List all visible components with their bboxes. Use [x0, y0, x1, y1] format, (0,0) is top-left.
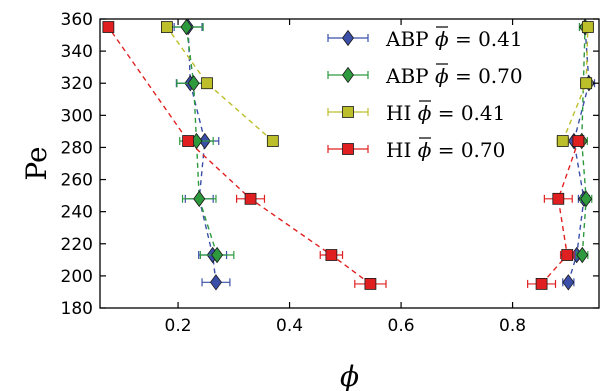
data-point-diamond — [180, 18, 193, 36]
legend-entry-label: ABP ϕ = 0.70 — [385, 64, 523, 88]
y-tick-label: 260 — [61, 171, 93, 191]
data-point-square — [342, 143, 354, 155]
data-point-square — [561, 249, 574, 261]
data-point-diamond — [211, 246, 224, 264]
plot-frame — [99, 18, 600, 309]
data-point-square — [325, 249, 338, 261]
x-tick-label: 0.6 — [388, 316, 415, 336]
data-point-square — [342, 106, 354, 118]
x-axis-label: ϕ — [340, 360, 359, 391]
legend-entry-label: HI ϕ = 0.41 — [386, 101, 505, 125]
series-dashed-line — [107, 26, 371, 285]
data-point-square — [201, 77, 213, 90]
y-axis-label: Pe — [20, 146, 53, 180]
series-markers-layer — [102, 18, 596, 291]
series-dashed-line — [166, 26, 274, 142]
x-tick-label: 0.2 — [165, 316, 192, 336]
data-point-diamond — [342, 29, 354, 47]
data-point-diamond — [193, 190, 206, 207]
legend-entry-label: ABP ϕ = 0.41 — [385, 27, 523, 51]
legend-entry-label: HI ϕ = 0.70 — [386, 138, 505, 162]
data-point-diamond — [580, 190, 593, 207]
series-dashed-line — [562, 27, 589, 142]
y-tick-label: 200 — [61, 267, 93, 287]
y-tick-label: 220 — [61, 235, 93, 255]
data-point-square — [364, 278, 377, 290]
series-dashed-line — [567, 26, 590, 283]
data-point-diamond — [209, 274, 222, 291]
axis-ticks-layer: 0.2 0.4 0.6 0.8 180 200 220 240 260 280 300 320 340 3… — [61, 10, 599, 336]
y-tick-label: 280 — [61, 138, 93, 158]
data-point-square — [161, 21, 173, 33]
data-point-square — [556, 135, 569, 147]
x-tick-label: 0.4 — [276, 316, 303, 336]
y-tick-label: 360 — [61, 10, 93, 30]
data-point-square — [535, 278, 548, 290]
y-tick-label: 180 — [61, 299, 93, 319]
y-tick-label: 340 — [61, 42, 93, 62]
data-point-square — [572, 135, 585, 147]
data-point-diamond — [187, 75, 200, 92]
data-point-diamond — [562, 274, 575, 291]
y-tick-label: 320 — [61, 74, 93, 94]
data-point-diamond — [342, 66, 354, 84]
chart-legend: ABP ϕ = 0.41 ABP ϕ = 0.70 HI ϕ = 0.41 HI ϕ … — [327, 26, 523, 162]
x-tick-label: 0.8 — [499, 316, 526, 336]
data-point-square — [102, 21, 115, 33]
y-tick-label: 300 — [61, 106, 93, 126]
data-point-square — [581, 21, 594, 33]
data-point-square — [266, 135, 279, 147]
data-point-square — [580, 77, 593, 90]
data-point-square — [244, 192, 257, 205]
data-point-diamond — [576, 246, 589, 264]
series-dashed-line — [187, 27, 217, 283]
series-dashed-line — [185, 26, 218, 256]
series-dashed-line — [541, 140, 580, 285]
data-point-square — [182, 135, 194, 147]
y-tick-label: 240 — [61, 203, 93, 223]
data-point-square — [552, 192, 565, 205]
